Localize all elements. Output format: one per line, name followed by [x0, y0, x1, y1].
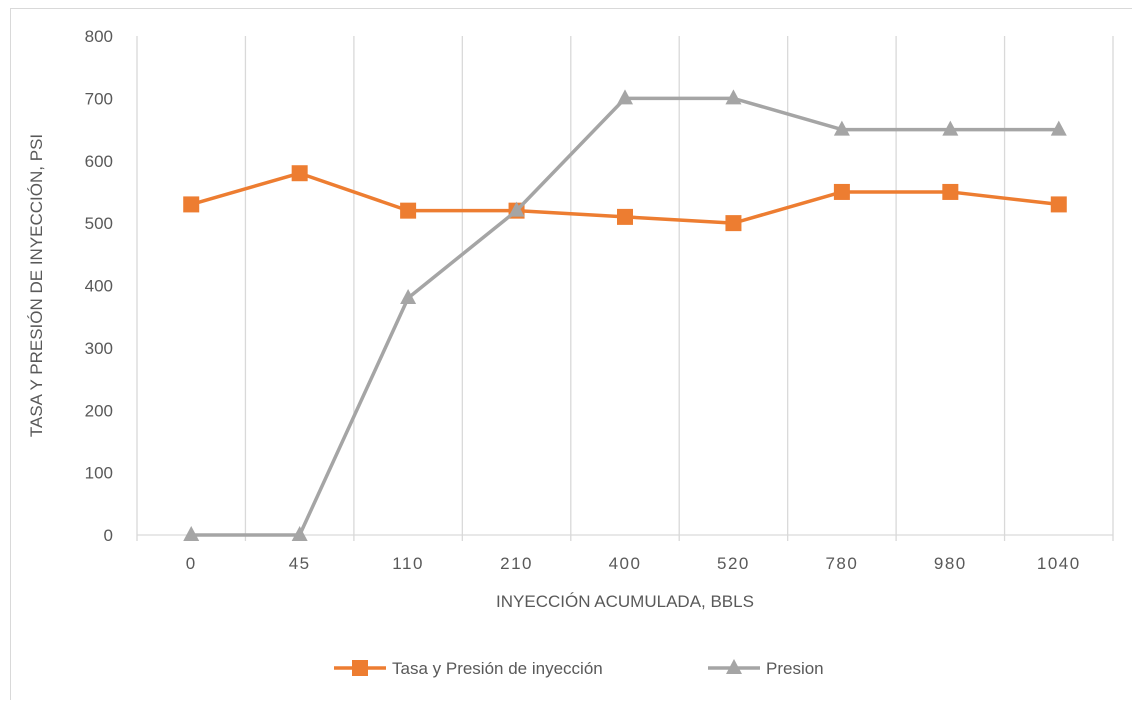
- data-point-triangle: [291, 526, 308, 541]
- legend-label: Tasa y Presión de inyección: [392, 659, 603, 678]
- data-point-triangle: [617, 89, 633, 105]
- data-point-triangle: [942, 120, 959, 136]
- y-tick-label: 500: [85, 214, 113, 233]
- y-axis-ticks: 0 100 200 300 400 500 600 700 800: [85, 27, 113, 545]
- series-line: [191, 96, 1059, 537]
- x-tick-label: 0: [186, 554, 197, 573]
- legend-item-1: Tasa y Presión de inyección: [334, 659, 603, 678]
- chart-frame: [10, 8, 1132, 700]
- data-point-triangle: [508, 201, 525, 217]
- legend-item-2: Presion: [708, 659, 824, 678]
- data-point-triangle: [725, 89, 742, 105]
- x-tick-label: 210: [500, 554, 533, 573]
- x-axis-title: INYECCIÓN ACUMULADA, BBLS: [496, 592, 754, 611]
- series-2: [183, 89, 1067, 541]
- y-axis-title: TASA Y PRESIÓN DE INYECCIÓN, PSI: [27, 134, 46, 437]
- y-tick-label: 400: [85, 277, 113, 296]
- legend: Tasa y Presión de inyección Presion: [334, 659, 824, 678]
- x-tick-label: 520: [717, 554, 750, 573]
- y-tick-label: 300: [85, 339, 113, 358]
- data-point-square: [617, 208, 633, 225]
- x-axis-ticks: 0 45 110 210 400 520 780 980 1040: [186, 554, 1081, 573]
- legend-label: Presion: [766, 659, 824, 678]
- x-tick-label: 780: [825, 554, 858, 573]
- x-tick-label: 110: [392, 554, 424, 573]
- grid-lines: [136, 36, 1114, 541]
- x-tick-label: 400: [609, 554, 642, 573]
- x-tick-label: 1040: [1037, 554, 1081, 573]
- series-layer: [183, 89, 1067, 541]
- y-tick-label: 100: [85, 464, 113, 483]
- data-point-square: [725, 215, 742, 232]
- x-tick-label: 45: [289, 554, 311, 573]
- y-tick-label: 600: [85, 152, 113, 171]
- data-point-square: [400, 202, 417, 219]
- data-point-triangle: [183, 526, 200, 541]
- y-tick-label: 200: [85, 401, 113, 420]
- data-point-square: [1050, 196, 1067, 213]
- y-tick-label: 700: [85, 89, 113, 108]
- data-point-square: [291, 165, 308, 182]
- data-point-square: [942, 183, 959, 200]
- y-tick-label: 0: [104, 526, 113, 545]
- y-tick-label: 800: [85, 27, 113, 46]
- legend-marker-triangle: [726, 659, 742, 674]
- data-point-square: [183, 196, 200, 213]
- series-1: [183, 165, 1067, 232]
- legend-marker-square: [352, 660, 368, 676]
- data-point-triangle: [833, 120, 850, 136]
- data-point-triangle: [400, 288, 417, 304]
- x-tick-label: 980: [934, 554, 967, 573]
- data-point-square: [833, 183, 850, 200]
- data-point-triangle: [1050, 120, 1067, 136]
